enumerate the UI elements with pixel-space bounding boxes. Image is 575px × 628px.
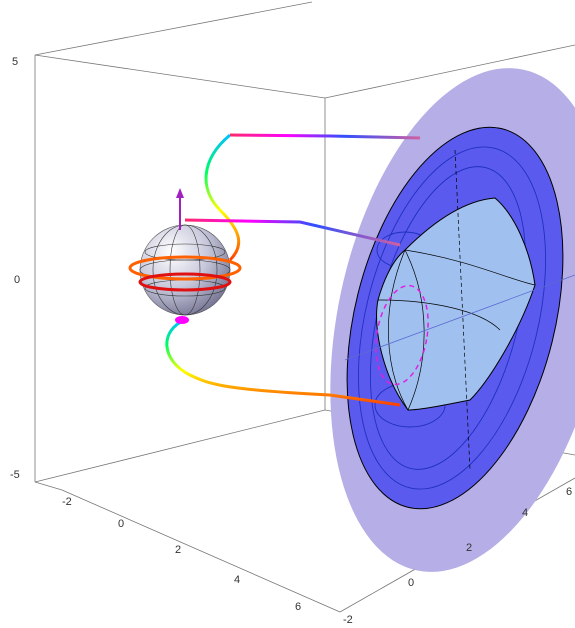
tick-label: -5 (10, 469, 20, 481)
tick-label: 6 (295, 601, 301, 613)
inner-grid (377, 149, 536, 471)
inner-region (376, 197, 536, 411)
sphere (128, 188, 242, 324)
tick-label: 0 (14, 274, 20, 286)
tick-label: 6 (566, 486, 572, 498)
dashed-loop (375, 284, 429, 386)
tick-label: 0 (408, 577, 414, 589)
tick-label: 0 (118, 518, 124, 530)
tick-label: 5 (12, 56, 18, 68)
tick-label: -2 (343, 614, 353, 626)
axis-line (344, 274, 575, 361)
vertical-axis: 5 0 -5 (10, 56, 20, 481)
field-curves (165, 133, 421, 407)
right-axis: -2 0 2 4 6 (343, 486, 572, 626)
tick-label: 4 (522, 507, 528, 519)
tick-label: 2 (175, 544, 181, 556)
tick-label: 4 (234, 574, 240, 586)
tick-label: -2 (62, 496, 72, 508)
tick-label: 2 (466, 542, 472, 554)
front-axis: -2 0 2 4 6 (62, 496, 301, 613)
